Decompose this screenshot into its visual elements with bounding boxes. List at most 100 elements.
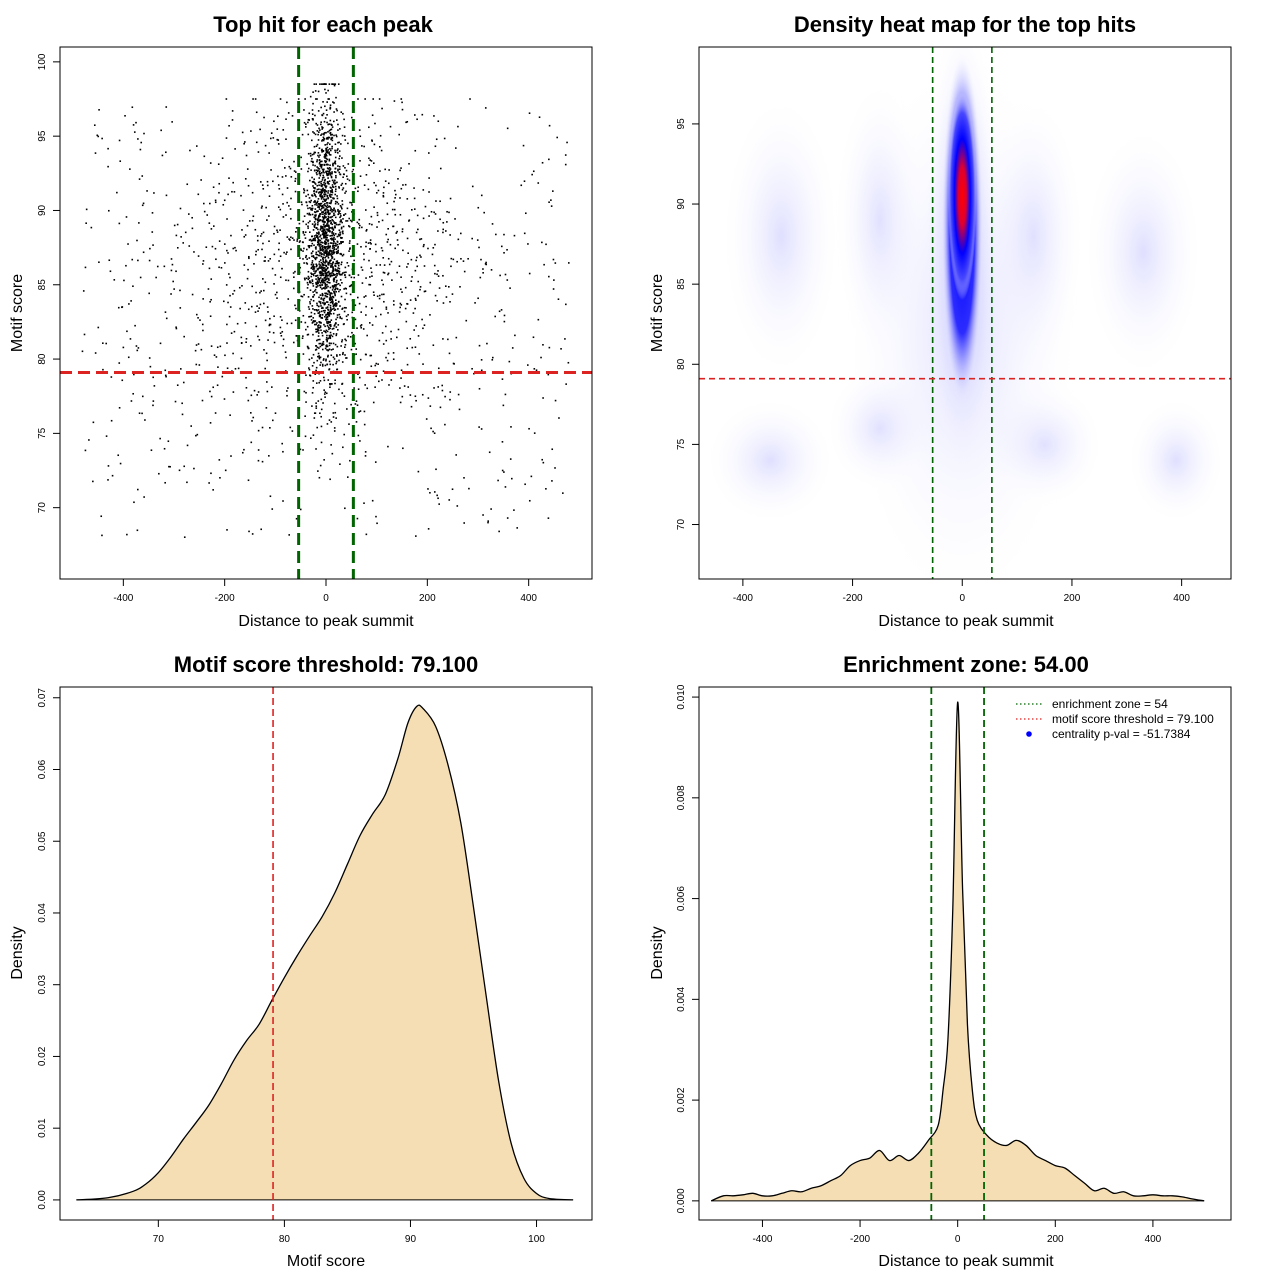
scatter-point — [312, 317, 315, 319]
scatter-point — [318, 296, 320, 299]
scatter-point — [323, 245, 326, 248]
scatter-point — [320, 106, 322, 109]
scatter-point — [510, 426, 512, 428]
scatter-point — [195, 344, 198, 346]
scatter-point — [329, 304, 332, 307]
scatter-point — [135, 121, 137, 124]
scatter-point — [307, 133, 310, 136]
scatter-point — [312, 299, 315, 302]
scatter-point — [345, 190, 347, 193]
scatter-point — [328, 291, 331, 294]
scatter-point — [306, 281, 309, 284]
scatter-point — [307, 296, 310, 298]
scatter-point — [373, 206, 375, 208]
scatter-point — [432, 430, 434, 433]
scatter-point — [316, 282, 319, 285]
scatter-point — [326, 301, 329, 303]
scatter-point — [548, 158, 550, 161]
scatter-point — [219, 476, 221, 479]
scatter-point — [414, 395, 417, 398]
scatter-point — [293, 160, 295, 163]
scatter-point — [317, 324, 320, 326]
scatter-point — [210, 472, 212, 475]
scatter-point — [194, 349, 197, 352]
scatter-point — [394, 247, 397, 250]
scatter-point — [331, 298, 333, 300]
scatter-point — [448, 211, 450, 214]
scatter-point — [381, 107, 383, 110]
scatter-point — [329, 260, 331, 262]
scatter-point — [319, 364, 322, 366]
scatter-point — [325, 329, 328, 332]
scatter-point — [326, 136, 328, 139]
scatter-point — [327, 379, 330, 381]
score-density-y-label: Density — [9, 926, 26, 979]
scatter-point — [175, 326, 177, 329]
scatter-point — [323, 181, 325, 184]
scatter-point — [409, 337, 412, 340]
scatter-point — [387, 182, 390, 185]
scatter-point — [365, 245, 367, 248]
scatter-point — [186, 444, 189, 447]
scatter-point — [417, 294, 419, 297]
scatter-point — [330, 234, 333, 237]
distance-density-panel: Enrichment zone: 54.00 -400 -200 0 200 400 0… — [649, 652, 1232, 1270]
scatter-point — [353, 387, 355, 389]
scatter-point — [504, 273, 507, 276]
scatter-point — [338, 290, 340, 293]
scatter-point — [347, 163, 350, 165]
scatter-point — [483, 211, 485, 214]
scatter-point — [305, 254, 308, 257]
scatter-point — [329, 386, 331, 389]
scatter-point — [376, 214, 379, 217]
scatter-point — [368, 223, 371, 225]
scatter-point — [327, 309, 330, 311]
scatter-point — [351, 331, 353, 334]
scatter-point — [314, 200, 316, 202]
scatter-point — [550, 199, 552, 201]
scatter-point — [281, 193, 284, 196]
scatter-point — [326, 239, 329, 242]
scatter-point — [245, 341, 247, 344]
scatter-point — [337, 267, 339, 269]
scatter-point — [315, 286, 318, 288]
scatter-point — [329, 323, 332, 326]
scatter-point — [223, 398, 226, 400]
scatter-point — [197, 255, 200, 257]
scatter-point — [212, 489, 214, 491]
scatter-point — [282, 450, 284, 453]
scatter-point — [498, 530, 500, 533]
scatter-point — [327, 123, 329, 126]
scatter-point — [449, 234, 451, 236]
scatter-point — [343, 274, 346, 276]
scatter-point — [372, 162, 375, 164]
scatter-point — [317, 241, 320, 244]
scatter-point — [263, 116, 265, 119]
scatter-point — [329, 301, 332, 304]
scatter-point — [302, 232, 305, 234]
scatter-point — [337, 329, 339, 331]
scatter-point — [320, 184, 322, 187]
scatter-point — [316, 223, 319, 226]
scatter-point — [268, 152, 270, 154]
scatter-point — [328, 167, 331, 169]
scatter-point — [232, 352, 234, 355]
scatter-point — [371, 324, 374, 326]
scatter-point — [314, 218, 317, 220]
scatter-point — [221, 157, 224, 160]
scatter-point — [395, 336, 398, 339]
scatter-point — [358, 411, 360, 413]
scatter-point — [328, 297, 331, 299]
scatter-point — [254, 98, 257, 100]
scatter-point — [323, 215, 326, 218]
scatter-point — [136, 349, 139, 352]
y-tick-label: 95 — [37, 130, 48, 142]
scatter-point — [350, 403, 352, 406]
scatter-point — [247, 399, 250, 402]
scatter-point — [323, 237, 325, 239]
scatter-point — [315, 278, 317, 280]
scatter-point — [133, 373, 135, 376]
scatter-point — [406, 237, 409, 240]
scatter-point — [321, 185, 323, 188]
scatter-point — [328, 324, 331, 326]
